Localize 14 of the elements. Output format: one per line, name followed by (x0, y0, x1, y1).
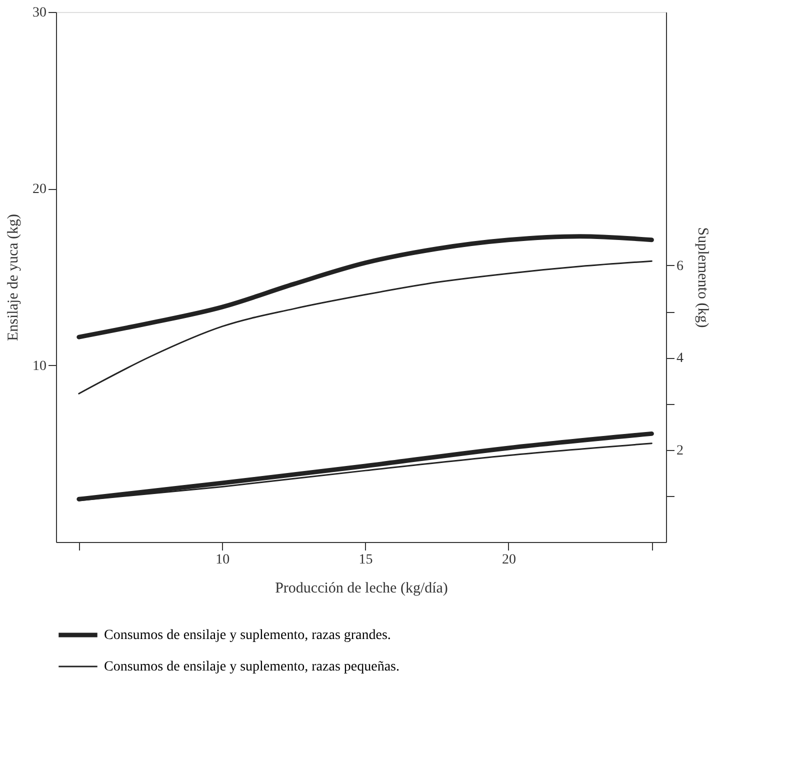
legend-label: Consumos de ensilaje y suplemento, razas grandes. (104, 628, 391, 643)
y-tick-label: 10 (32, 358, 46, 374)
y-axis-title: Ensilaje de yuca (kg) (6, 214, 22, 342)
y-tick-label: 30 (32, 6, 46, 20)
y2-axis-title: Suplemento (kg) (694, 227, 710, 328)
x-tick-label: 20 (502, 552, 516, 568)
y-tick-label: 20 (32, 182, 46, 198)
x-tick-label: 10 (216, 552, 230, 568)
x-tick-label: 15 (358, 552, 373, 568)
legend-label: Consumos de ensilaje y suplemento, razas pequeñas. (104, 660, 400, 674)
y2-tick-label: 2 (676, 443, 684, 458)
y2-tick-label: 4 (676, 351, 684, 366)
x-axis-title: Producción de leche (kg/día) (275, 580, 448, 596)
y2-tick-label: 6 (676, 258, 684, 274)
